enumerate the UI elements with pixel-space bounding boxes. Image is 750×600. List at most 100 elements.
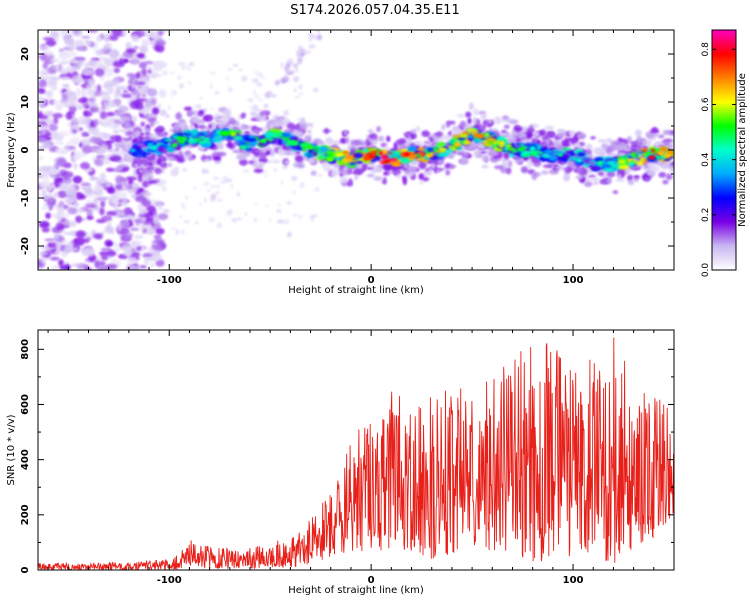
heatmap-cell [53, 116, 59, 125]
heatmap-cell [105, 111, 115, 117]
heatmap-cell [176, 228, 179, 233]
heatmap-cell [544, 125, 555, 131]
heatmap-cell [342, 150, 351, 155]
heatmap-cell [326, 153, 334, 157]
heatmap-cell [56, 158, 67, 167]
heatmap-cell [252, 104, 259, 112]
heatmap-cell [400, 157, 411, 164]
y-tick-label: -10 [20, 189, 31, 207]
heatmap-cell [101, 215, 113, 222]
heatmap-cell [392, 160, 401, 167]
heatmap-cell [227, 87, 233, 92]
heatmap-cell [87, 88, 96, 94]
heatmap-cell [235, 217, 242, 221]
heatmap-cell [52, 100, 61, 106]
heatmap-cell [227, 68, 233, 71]
heatmap-cell [169, 95, 173, 99]
heatmap-cell [253, 149, 263, 153]
heatmap-cell [615, 178, 625, 183]
heatmap-cell [149, 262, 155, 268]
heatmap-cell [349, 162, 356, 166]
heatmap-cell [271, 94, 277, 98]
heatmap-cell [64, 218, 70, 227]
heatmap-cell [286, 201, 292, 205]
heatmap-cell [554, 142, 560, 148]
heatmap-cell [501, 163, 511, 169]
heatmap-cell [507, 147, 515, 151]
heatmap-cell [427, 148, 432, 153]
heatmap-cell [86, 215, 94, 220]
heatmap-cell [223, 175, 229, 181]
heatmap-cell [188, 111, 196, 115]
heatmap-cell [629, 161, 634, 168]
heatmap-cell [436, 131, 443, 137]
spectrogram-heatmap [38, 30, 674, 270]
heatmap-cell [257, 98, 264, 102]
heatmap-cell [81, 132, 90, 137]
heatmap-cell [217, 123, 225, 129]
heatmap-cell [142, 180, 149, 188]
heatmap-cell [140, 199, 151, 208]
heatmap-cell [646, 161, 657, 169]
heatmap-cell [233, 135, 244, 140]
heatmap-cell [89, 146, 102, 150]
heatmap-cell [161, 70, 169, 76]
heatmap-cell [343, 130, 349, 136]
heatmap-cell [340, 169, 349, 176]
heatmap-cell [540, 143, 550, 147]
heatmap-cell [162, 208, 170, 214]
heatmap-cell [522, 150, 531, 155]
heatmap-cell [185, 195, 188, 200]
heatmap-cell [404, 169, 410, 177]
heatmap-cell [102, 101, 110, 106]
heatmap-cell [262, 114, 267, 122]
heatmap-cell [128, 96, 141, 100]
heatmap-cell [158, 89, 167, 98]
heatmap-cell [259, 110, 269, 118]
heatmap-cell [75, 87, 81, 97]
heatmap-cell [321, 161, 331, 170]
heatmap-cell [312, 150, 318, 157]
heatmap-cell [108, 49, 119, 58]
heatmap-cell [226, 120, 237, 124]
heatmap-cell [210, 83, 213, 90]
heatmap-cell [130, 148, 136, 152]
heatmap-cell [48, 123, 58, 132]
heatmap-cell [592, 147, 603, 152]
heatmap-cell [314, 187, 320, 192]
heatmap-cell [130, 57, 140, 65]
heatmap-cell [465, 111, 471, 118]
heatmap-cell [244, 211, 248, 216]
heatmap-cell [60, 101, 67, 106]
heatmap-cell [258, 72, 263, 78]
heatmap-cell [635, 129, 642, 137]
heatmap-cell [584, 159, 590, 164]
heatmap-cell [126, 48, 137, 54]
heatmap-cell [288, 151, 298, 156]
heatmap-cell [339, 176, 348, 184]
heatmap-cell [39, 53, 48, 62]
heatmap-cell [144, 60, 154, 65]
heatmap-cell [318, 154, 325, 159]
heatmap-cell [167, 105, 171, 110]
heatmap-cell [247, 160, 255, 164]
heatmap-cell [238, 68, 243, 71]
heatmap-cell [470, 142, 479, 148]
heatmap-cell [368, 154, 377, 159]
colorbar: 0.0 0.2 0.4 0.6 0.8 Normalized spectral ampl… [701, 29, 748, 277]
heatmap-cell [134, 130, 142, 137]
heatmap-cell [376, 126, 382, 133]
heatmap-cell [468, 102, 474, 111]
heatmap-cell [140, 121, 146, 127]
heatmap-cell [46, 54, 55, 60]
heatmap-cell [276, 209, 282, 213]
heatmap-cell [54, 232, 59, 240]
heatmap-cell [238, 141, 247, 145]
heatmap-cell [136, 245, 142, 252]
heatmap-cell [60, 76, 71, 81]
colorbar-tick-label: 0.8 [701, 42, 711, 57]
heatmap-cell [77, 104, 83, 110]
heatmap-cell [38, 70, 44, 75]
